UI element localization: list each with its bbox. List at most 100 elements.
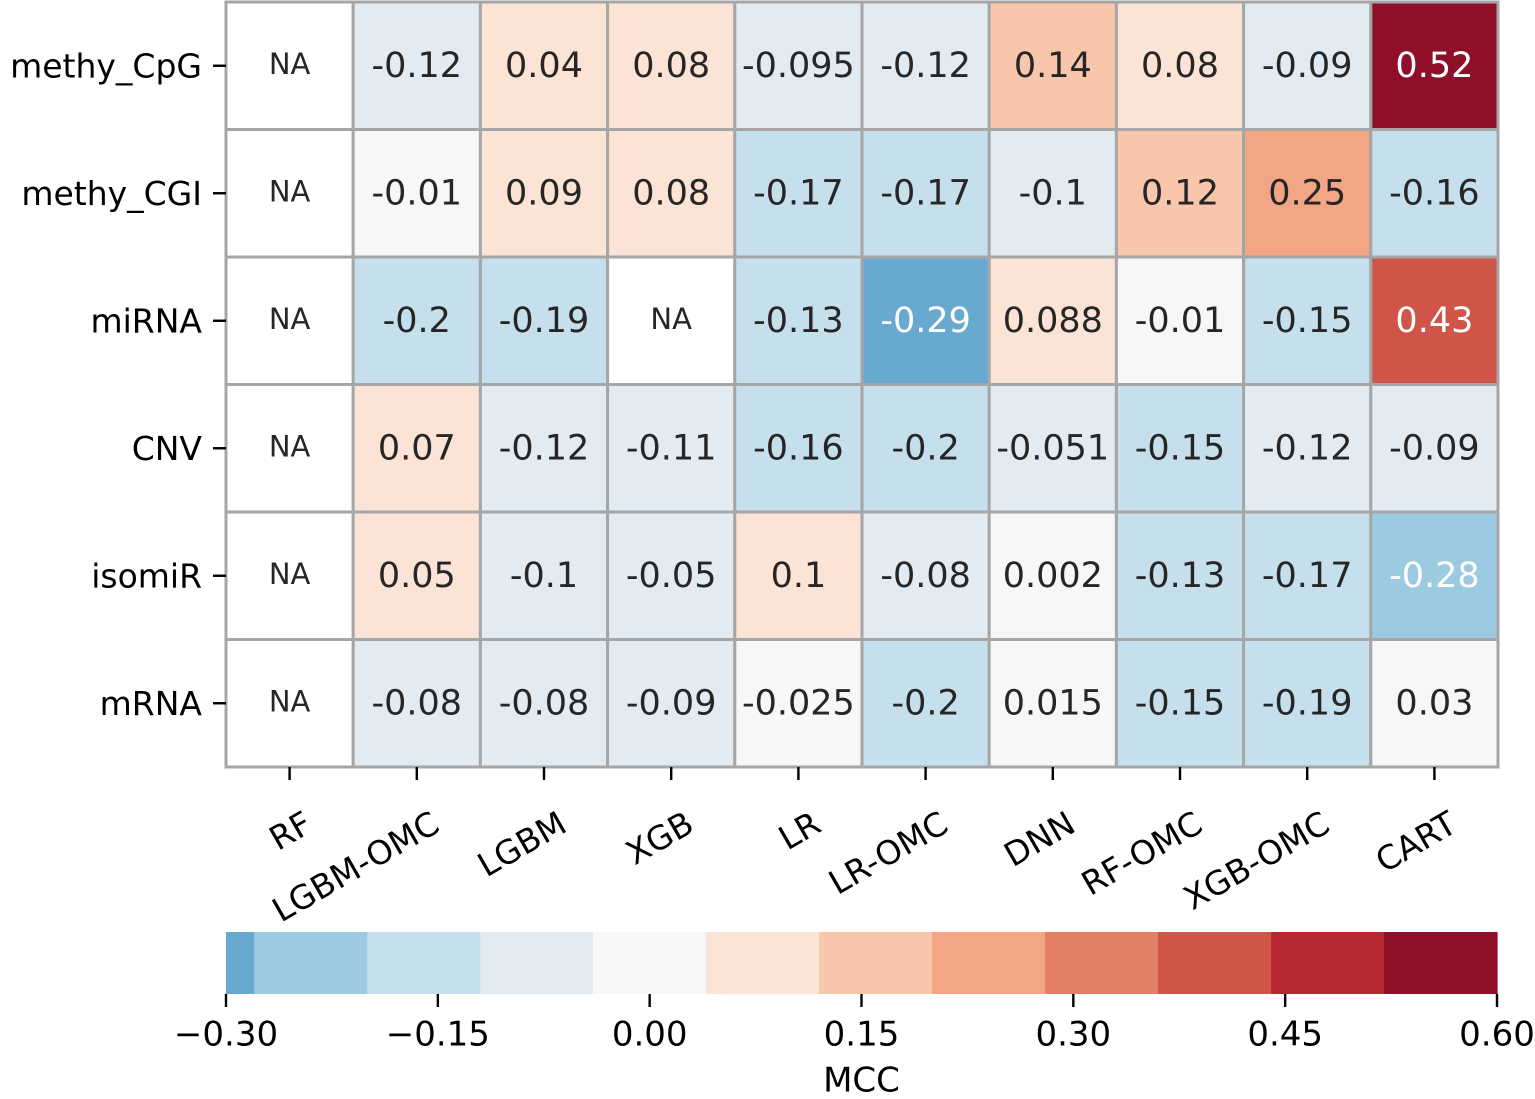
- cell-value-label: NA: [269, 429, 311, 463]
- heatmap-cell: [1242, 383, 1373, 514]
- colorbar-label: MCC: [823, 1061, 900, 1099]
- heatmap-cell: [606, 128, 737, 259]
- cell-value-label: -0.16: [753, 428, 844, 468]
- cell-value-label: NA: [269, 684, 311, 718]
- colorbar-tick-label: 0.30: [1035, 1015, 1111, 1055]
- cell-value-label: 0.08: [632, 173, 710, 213]
- colorbar-segment: [593, 932, 707, 994]
- cell-value-label: -0.17: [1262, 556, 1353, 596]
- cell-value-label: -0.11: [626, 428, 717, 468]
- cell-value-label: 0.43: [1395, 301, 1473, 341]
- colorbar-segment: [226, 932, 255, 994]
- cell-value-label: -0.01: [1135, 301, 1226, 341]
- cell-value-label: 0.14: [1014, 46, 1092, 86]
- cell-value-label: -0.2: [891, 683, 959, 723]
- colorbar: −0.30 −0.15 0.00 0.15 0.30 0.45 0.60 MCC: [174, 932, 1535, 1099]
- cell-value-label: -0.12: [372, 46, 463, 86]
- column-label: RF: [263, 803, 319, 858]
- cell-value-label: 0.09: [505, 173, 583, 213]
- cell-value-label: -0.13: [753, 301, 844, 341]
- cell-value-label: 0.03: [1395, 683, 1473, 723]
- colorbar-tick-label: 0.60: [1459, 1015, 1535, 1055]
- heatmap-cell: [1114, 128, 1246, 259]
- heatmap-cell: [1242, 255, 1373, 386]
- cell-value-label: NA: [269, 557, 311, 591]
- heatmap-cell: [478, 510, 610, 641]
- colorbar-tick-label: −0.15: [386, 1015, 490, 1055]
- colorbar-tick-label: 0.00: [612, 1015, 688, 1055]
- cell-value-label: -0.1: [1019, 173, 1087, 213]
- cell-value-label: NA: [269, 47, 311, 81]
- cell-value-label: 0.1: [771, 556, 827, 596]
- colorbar-segment: [932, 932, 1046, 994]
- column-label: XGB-OMC: [1177, 803, 1336, 917]
- heatmap-cell: [987, 128, 1118, 259]
- heatmap-cell: [351, 255, 482, 386]
- heatmap-cell: [1242, 510, 1373, 641]
- cell-value-label: -0.08: [499, 683, 590, 723]
- cell-value-label: -0.12: [880, 46, 971, 86]
- cell-value-label: 0.04: [505, 46, 583, 86]
- cell-value-label: -0.09: [1262, 46, 1353, 86]
- cell-value-label: 0.07: [378, 428, 456, 468]
- cell-value-label: -0.17: [753, 173, 844, 213]
- cell-value-label: -0.051: [996, 428, 1109, 468]
- cell-value-label: -0.025: [742, 683, 855, 723]
- heatmap-cell: [1114, 0, 1246, 131]
- cell-value-label: -0.09: [1389, 428, 1480, 468]
- heatmap-cell: [987, 255, 1118, 386]
- heatmap-cell: [1114, 510, 1246, 641]
- colorbar-segment: [1384, 932, 1498, 994]
- cell-value-label: -0.08: [880, 556, 971, 596]
- heatmap-cell: [860, 0, 991, 131]
- cell-value-label: -0.15: [1135, 683, 1226, 723]
- column-label: LR: [772, 803, 827, 857]
- cell-value-label: NA: [269, 174, 311, 208]
- heatmap-cell: [1242, 128, 1373, 259]
- row-axis: methy_CpG methy_CGI miRNA CNV isomiR mRNA: [10, 46, 226, 723]
- row-label: miRNA: [90, 301, 202, 340]
- row-label: mRNA: [100, 684, 203, 723]
- row-label: methy_CpG: [10, 46, 202, 85]
- heatmap-cells: NA -0.12 0.04 0.08 -0.095 -0.12 0.14 0.08 -0.09 0…: [224, 0, 1500, 769]
- heatmap-cell: [1242, 638, 1373, 769]
- heatmap-cell: [478, 638, 610, 769]
- heatmap-cell: [351, 510, 482, 641]
- colorbar-segment: [1271, 932, 1385, 994]
- heatmap-cell: [1369, 510, 1500, 641]
- cell-value-label: 0.25: [1268, 173, 1346, 213]
- cell-value-label: -0.1: [510, 556, 578, 596]
- colorbar-segment: [706, 932, 820, 994]
- row-label: CNV: [132, 429, 203, 468]
- cell-value-label: -0.29: [880, 301, 971, 341]
- cell-value-label: -0.15: [1262, 301, 1353, 341]
- heatmap-cell: [224, 638, 355, 769]
- cell-value-label: -0.09: [626, 683, 717, 723]
- cell-value-label: 0.015: [1003, 683, 1103, 723]
- heatmap-cell: [351, 128, 482, 259]
- heatmap-cell: [224, 0, 355, 131]
- cell-value-label: -0.12: [1262, 428, 1353, 468]
- cell-value-label: 0.002: [1003, 556, 1103, 596]
- cell-value-label: -0.19: [1262, 683, 1353, 723]
- cell-value-label: 0.088: [1003, 301, 1103, 341]
- heatmap-cell: [1369, 383, 1500, 514]
- column-label: LR-OMC: [822, 803, 954, 902]
- colorbar-segment: [1158, 932, 1272, 994]
- cell-value-label: NA: [650, 302, 692, 336]
- cell-value-label: 0.08: [632, 46, 710, 86]
- heatmap-cell: [478, 255, 610, 386]
- heatmap-cell: [1369, 255, 1500, 386]
- cell-value-label: 0.08: [1141, 46, 1219, 86]
- colorbar-segment: [480, 932, 594, 994]
- cell-value-label: 0.52: [1395, 46, 1473, 86]
- cell-value-label: -0.01: [372, 173, 463, 213]
- cell-value-label: 0.12: [1141, 173, 1219, 213]
- cell-value-label: -0.05: [626, 556, 717, 596]
- heatmap-cell: [860, 638, 991, 769]
- cell-value-label: -0.08: [372, 683, 463, 723]
- heatmap-cell: [606, 638, 737, 769]
- colorbar-segment: [1045, 932, 1159, 994]
